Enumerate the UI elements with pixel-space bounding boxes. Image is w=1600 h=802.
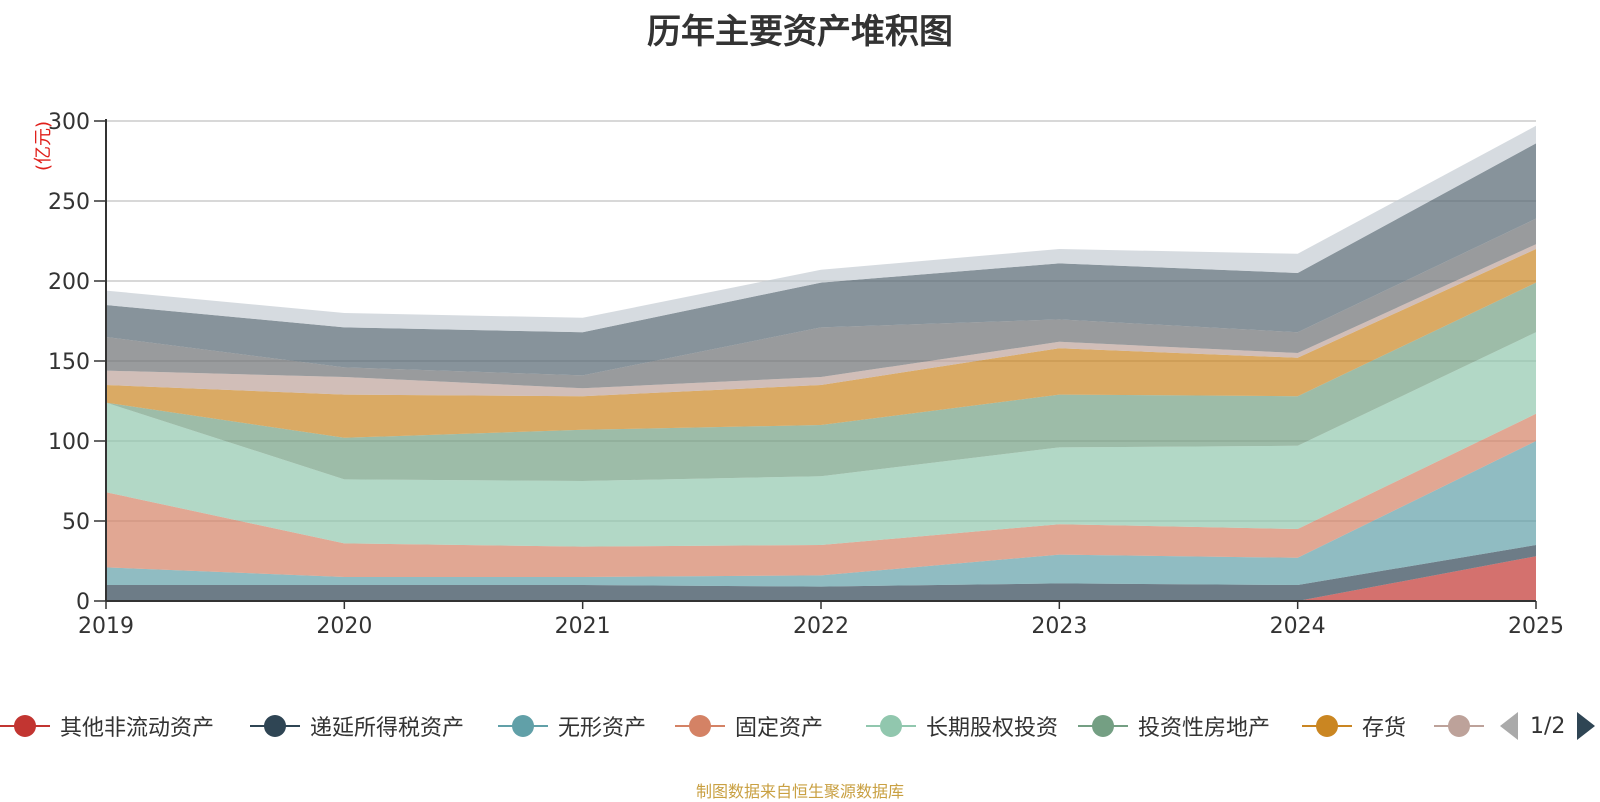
legend-label: 投资性房地产	[1138, 716, 1271, 741]
legend-item-4[interactable]: 固定资产	[675, 706, 823, 746]
legend-label: 无形资产	[558, 716, 647, 741]
legend-marker-icon	[675, 711, 725, 741]
legend-marker-icon	[1078, 711, 1128, 741]
y-tick-label: 150	[48, 350, 90, 375]
series-area-7[interactable]	[106, 249, 1536, 438]
legend-item-8[interactable]	[1434, 706, 1484, 746]
y-tick-label: 200	[48, 270, 90, 295]
series-area-6[interactable]	[106, 282, 1536, 481]
x-tick-label: 2020	[316, 614, 372, 639]
x-tick-label: 2021	[555, 614, 611, 639]
series-area-1[interactable]	[106, 556, 1536, 601]
legend-label: 递延所得税资产	[310, 716, 465, 741]
legend-marker-icon	[0, 711, 50, 741]
legend-marker-icon	[1434, 711, 1484, 741]
series-area-11[interactable]	[106, 125, 1536, 333]
x-tick-label: 2019	[78, 614, 134, 639]
axes: 0 50 100 150 200 250 300 2019 2020 2021 2022 2023 20…	[33, 110, 1564, 639]
legend-item-1[interactable]: 其他非流动资产	[0, 706, 214, 746]
y-tick-label: 0	[76, 590, 90, 615]
y-tick-label: 100	[48, 430, 90, 455]
series-areas	[106, 125, 1536, 601]
series-area-8[interactable]	[106, 244, 1536, 397]
series-area-9[interactable]	[106, 218, 1536, 389]
legend: 其他非流动资产 递延所得税资产 无形资产 固定资产 长期股权投资 投资性房地产 存货	[0, 706, 1600, 746]
legend-item-5[interactable]: 长期股权投资	[866, 706, 1058, 746]
y-tick-label: 50	[62, 510, 90, 535]
chart-title: 历年主要资产堆积图	[647, 12, 953, 52]
legend-marker-icon	[1302, 711, 1352, 741]
x-tick-label: 2023	[1031, 614, 1087, 639]
x-tick-label: 2022	[793, 614, 849, 639]
x-tick-label: 2024	[1270, 614, 1326, 639]
x-tick-label: 2025	[1508, 614, 1564, 639]
source-note: 制图数据来自恒生聚源数据库	[695, 782, 904, 801]
legend-next-icon[interactable]	[1577, 712, 1596, 740]
legend-item-6[interactable]: 投资性房地产	[1078, 706, 1270, 746]
legend-item-3[interactable]: 无形资产	[498, 706, 646, 746]
series-area-5[interactable]	[106, 332, 1536, 547]
y-tick-label: 300	[48, 110, 90, 135]
legend-marker-icon	[498, 711, 548, 741]
y-tick-label: 250	[48, 190, 90, 215]
legend-label: 存货	[1362, 716, 1407, 741]
legend-pager: 1/2	[1500, 706, 1596, 746]
legend-marker-icon	[250, 711, 300, 741]
legend-marker-icon	[866, 711, 916, 741]
series-area-4[interactable]	[106, 413, 1536, 577]
series-area-10[interactable]	[106, 143, 1536, 376]
legend-item-2[interactable]: 递延所得税资产	[250, 706, 464, 746]
legend-item-7[interactable]: 存货	[1302, 706, 1406, 746]
legend-page-indicator: 1/2	[1530, 713, 1566, 739]
y-axis-unit: (亿元)	[33, 121, 54, 171]
chart-area: 0 50 100 150 200 250 300 2019 2020 2021 2022 2023 20…	[33, 110, 1564, 639]
legend-prev-icon[interactable]	[1500, 712, 1518, 740]
legend-label: 固定资产	[735, 716, 824, 741]
legend-label: 其他非流动资产	[60, 716, 215, 741]
series-area-2[interactable]	[106, 545, 1536, 601]
legend-label: 长期股权投资	[926, 716, 1059, 741]
